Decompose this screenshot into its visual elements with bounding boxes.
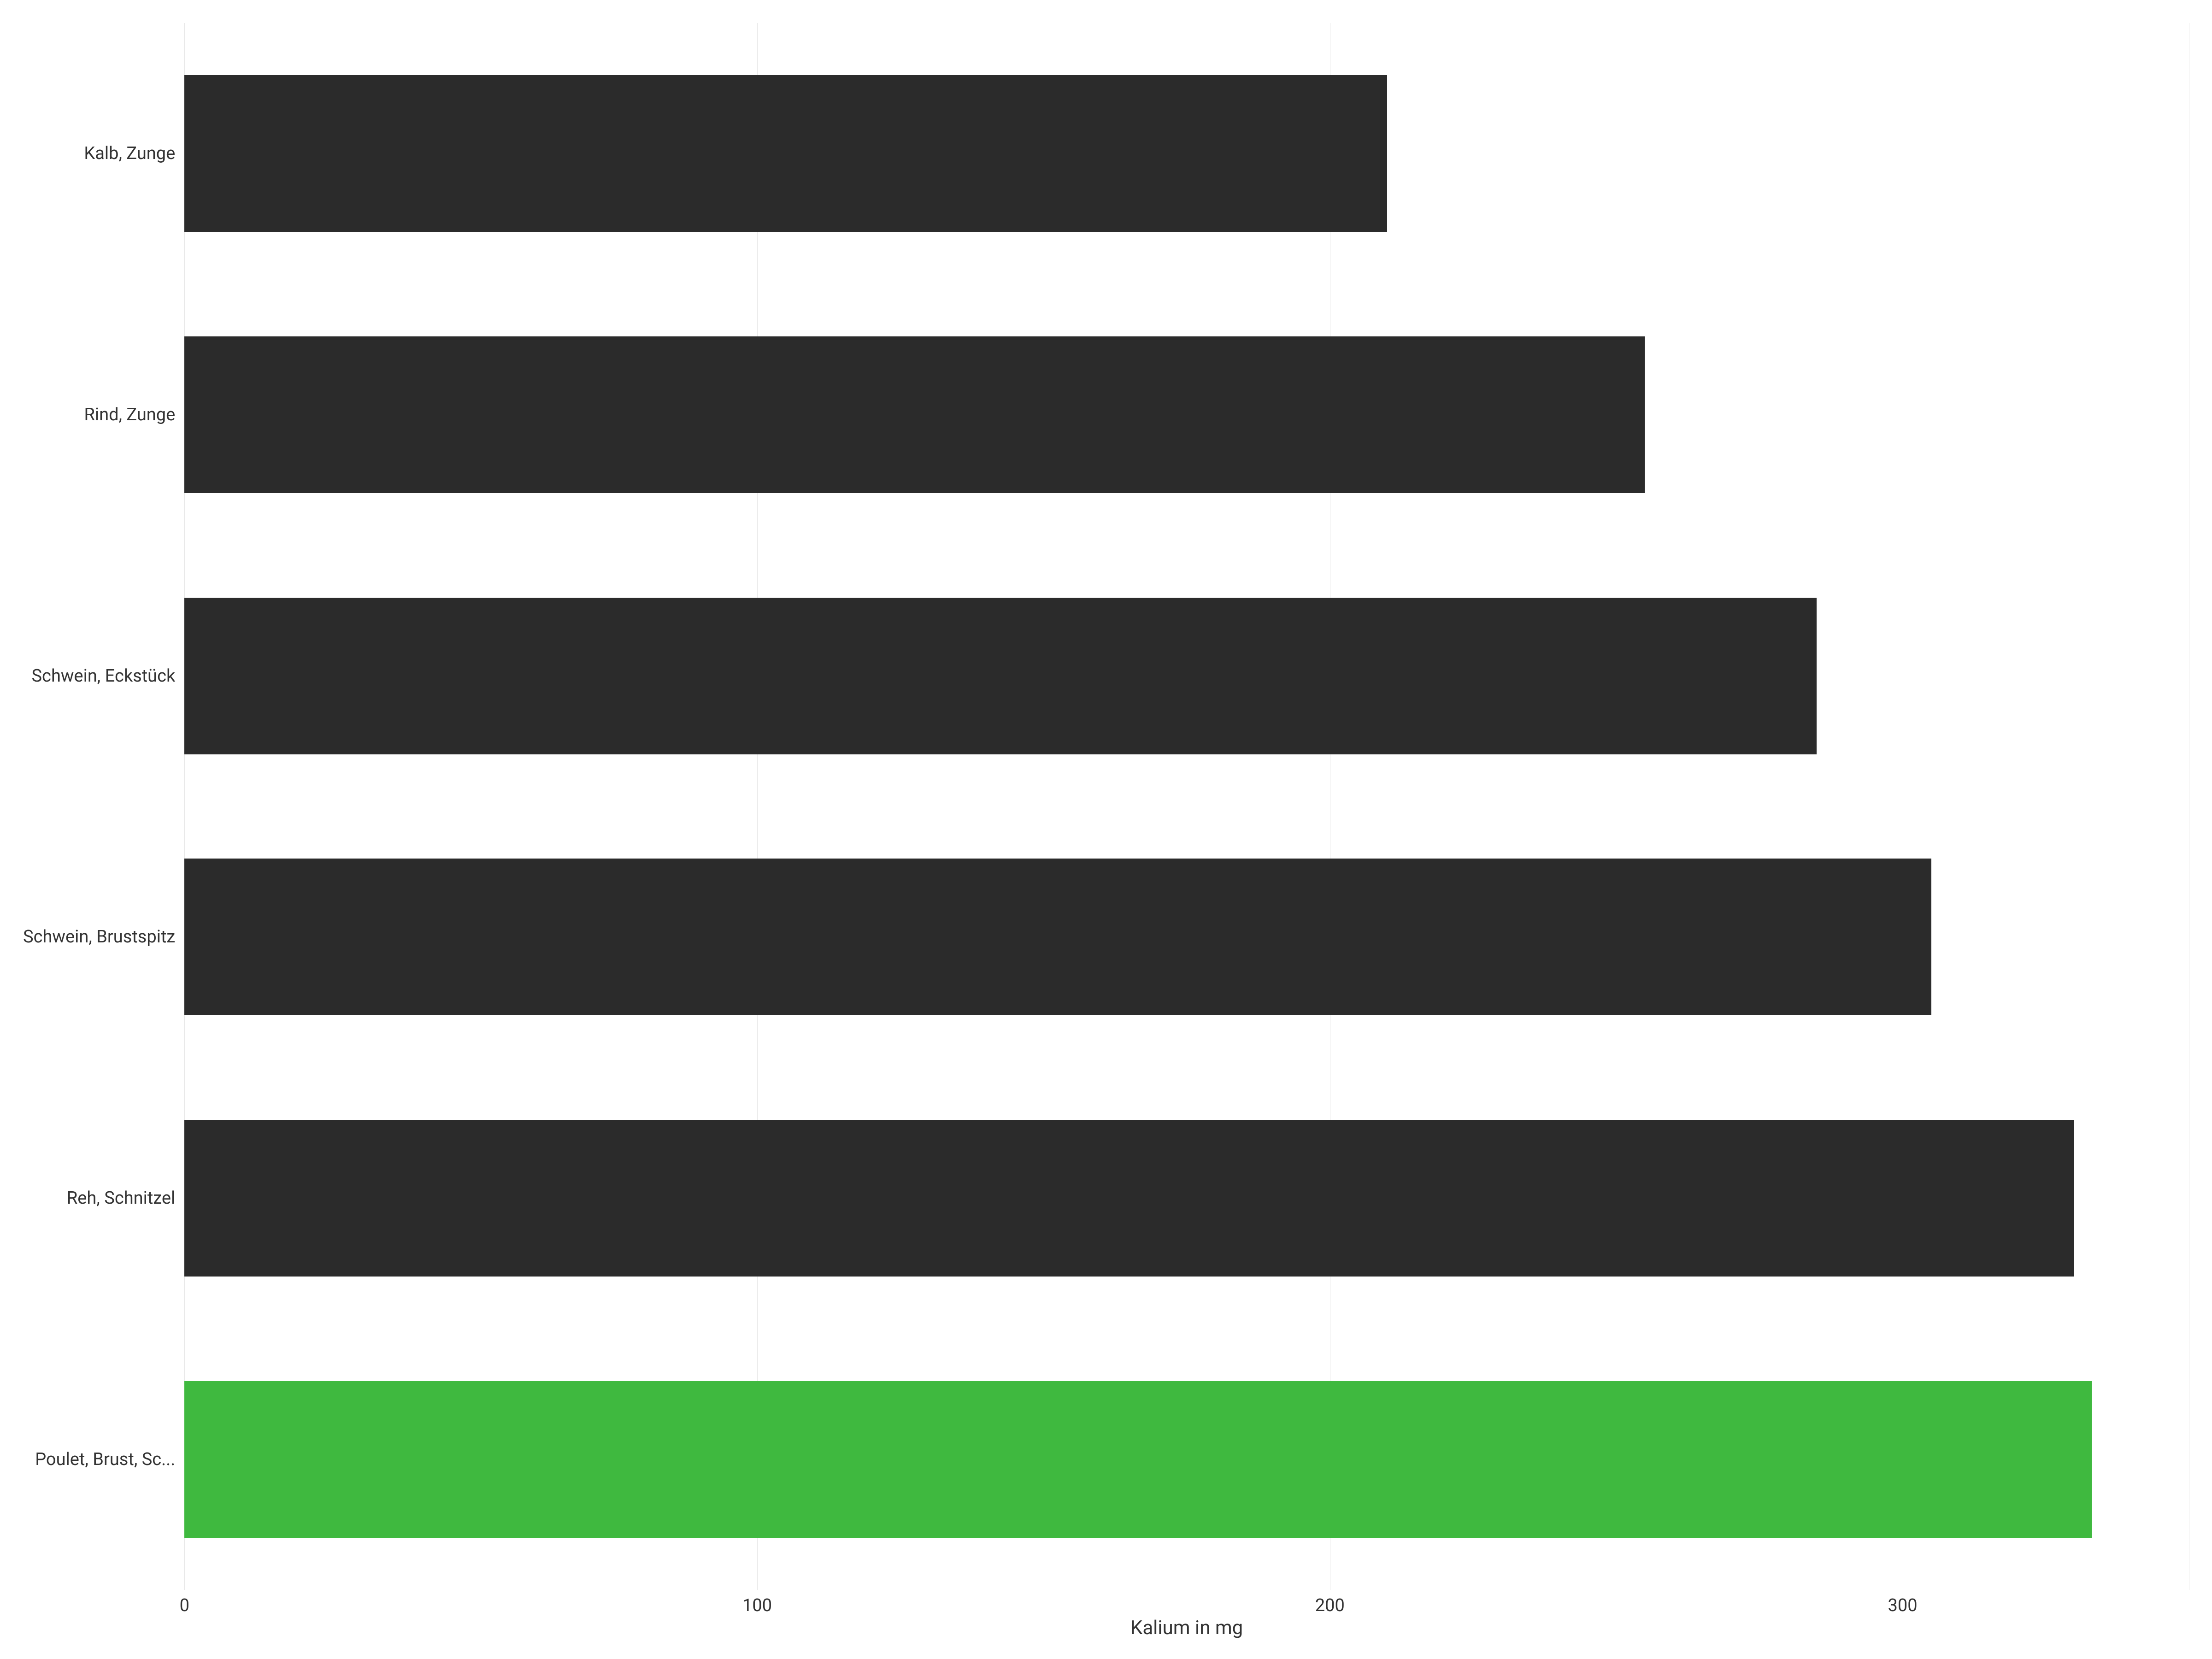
bar-row <box>184 598 2189 754</box>
y-axis-labels: Kalb, Zunge Rind, Zunge Schwein, Eckstück S… <box>23 23 184 1590</box>
x-tick-label: 0 <box>180 1595 189 1616</box>
bar <box>184 75 1387 232</box>
bar <box>184 336 1645 493</box>
y-axis-label: Kalb, Zunge <box>23 143 175 164</box>
y-axis-label: Rind, Zunge <box>23 405 175 425</box>
bar <box>184 598 1817 754</box>
bar-chart: Kalb, Zunge Rind, Zunge Schwein, Eckstück S… <box>0 0 2212 1659</box>
y-axis-label: Schwein, Brustspitz <box>23 927 175 947</box>
bar-row <box>184 1120 2189 1277</box>
bar <box>184 1381 2091 1538</box>
plot-area: Kalb, Zunge Rind, Zunge Schwein, Eckstück S… <box>23 23 2189 1636</box>
bar-row <box>184 75 2189 232</box>
bar-row <box>184 1381 2189 1538</box>
y-axis-label: Reh, Schnitzel <box>23 1188 175 1208</box>
y-axis-label: Poulet, Brust, Sc... <box>23 1449 175 1470</box>
bar <box>184 859 1931 1015</box>
x-tick-label: 100 <box>742 1595 772 1616</box>
bar <box>184 1120 2074 1277</box>
x-tick-label: 200 <box>1315 1595 1345 1616</box>
y-axis-label: Schwein, Eckstück <box>23 666 175 686</box>
bars-region: 0100200300Kalium in mg <box>184 23 2189 1590</box>
bar-row <box>184 336 2189 493</box>
x-axis-title: Kalium in mg <box>1130 1617 1243 1639</box>
x-tick-label: 300 <box>1888 1595 1918 1616</box>
bar-row <box>184 859 2189 1015</box>
